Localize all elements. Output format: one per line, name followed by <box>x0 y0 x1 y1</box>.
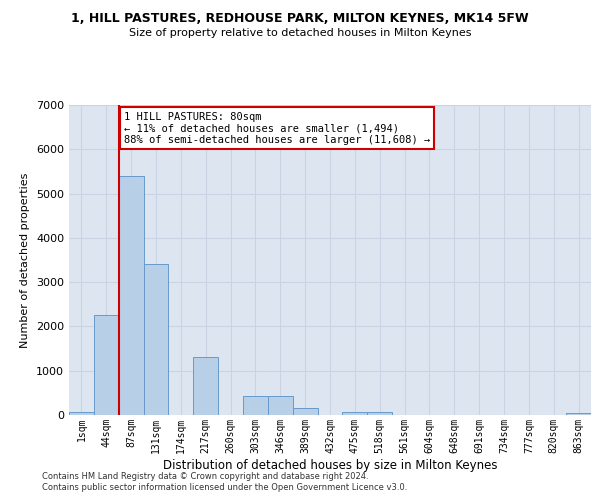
Bar <box>293 408 317 415</box>
Bar <box>193 358 218 415</box>
Bar <box>268 396 293 415</box>
Bar <box>69 412 94 415</box>
Bar <box>94 316 119 415</box>
Bar <box>343 412 367 415</box>
Text: Contains public sector information licensed under the Open Government Licence v3: Contains public sector information licen… <box>42 484 407 492</box>
Y-axis label: Number of detached properties: Number of detached properties <box>20 172 31 348</box>
Bar <box>566 413 591 415</box>
X-axis label: Distribution of detached houses by size in Milton Keynes: Distribution of detached houses by size … <box>163 458 497 471</box>
Text: Contains HM Land Registry data © Crown copyright and database right 2024.: Contains HM Land Registry data © Crown c… <box>42 472 368 481</box>
Bar <box>119 176 143 415</box>
Bar <box>243 396 268 415</box>
Text: 1, HILL PASTURES, REDHOUSE PARK, MILTON KEYNES, MK14 5FW: 1, HILL PASTURES, REDHOUSE PARK, MILTON … <box>71 12 529 26</box>
Bar <box>367 412 392 415</box>
Bar <box>143 264 169 415</box>
Text: 1 HILL PASTURES: 80sqm
← 11% of detached houses are smaller (1,494)
88% of semi-: 1 HILL PASTURES: 80sqm ← 11% of detached… <box>124 112 430 145</box>
Text: Size of property relative to detached houses in Milton Keynes: Size of property relative to detached ho… <box>129 28 471 38</box>
